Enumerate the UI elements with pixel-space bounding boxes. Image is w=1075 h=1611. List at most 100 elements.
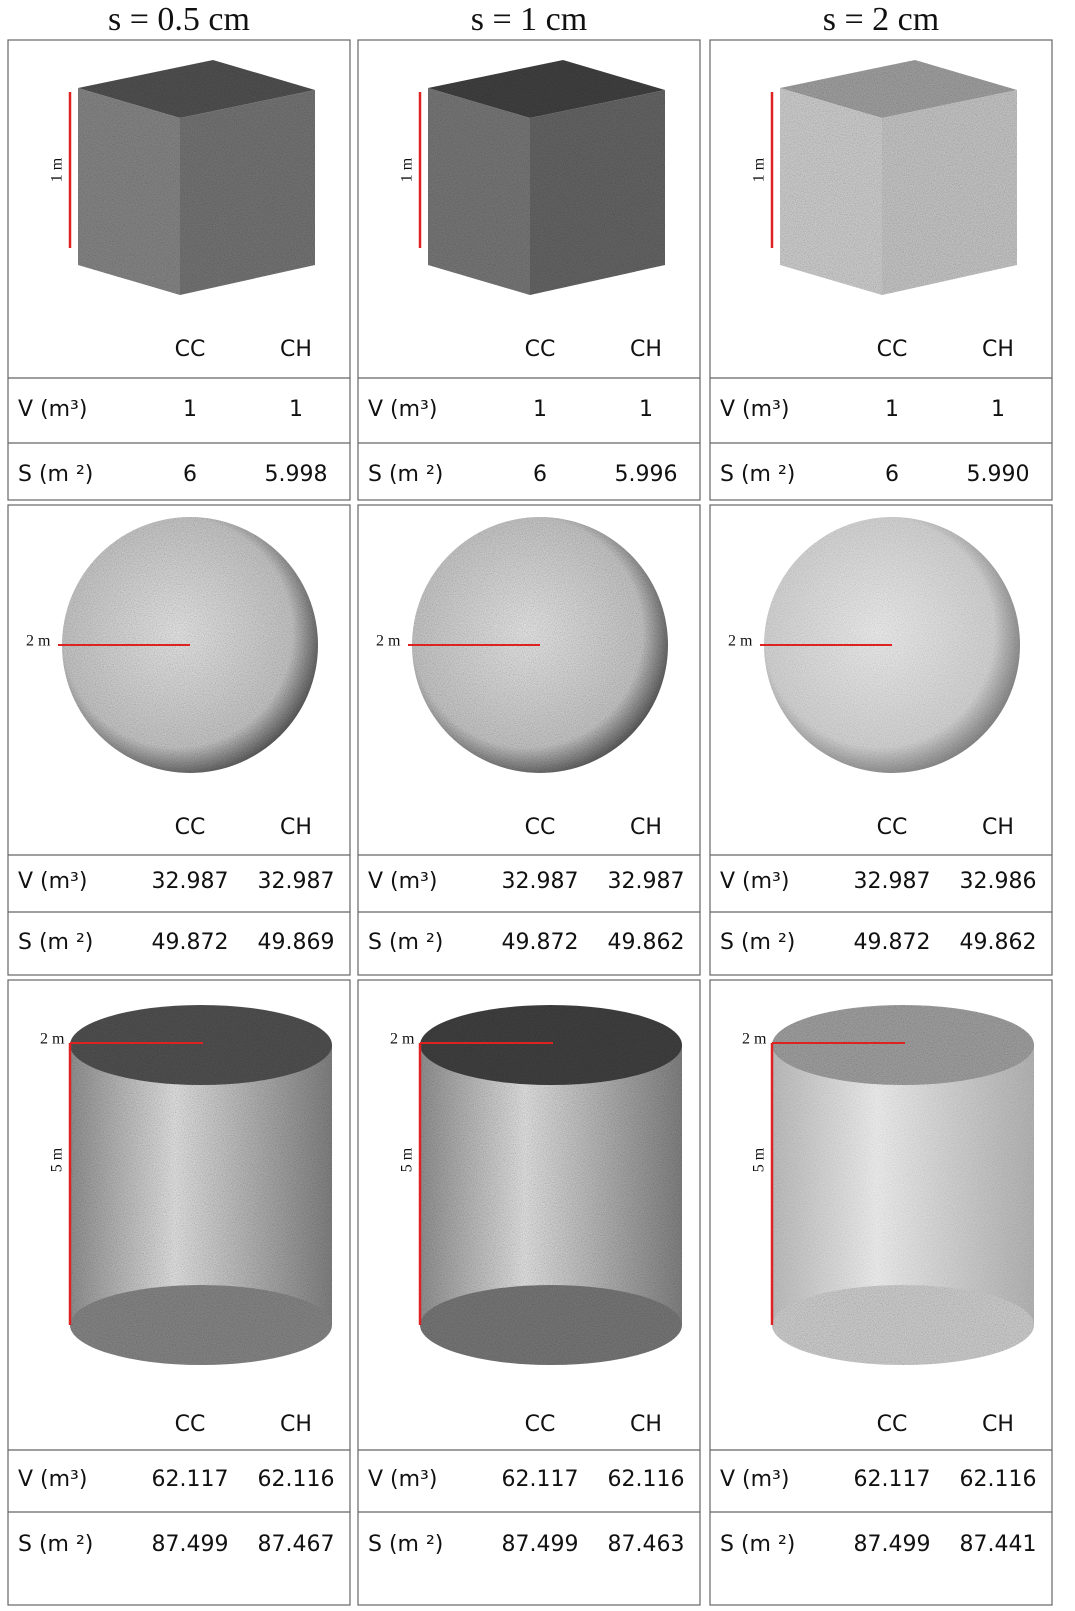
cylinder-body [772,1045,1034,1325]
ch-value: 5.990 [967,462,1030,487]
cc-value: 1 [183,397,197,422]
shape [428,60,665,295]
shape [780,60,1017,295]
cylinder-body [420,1045,682,1325]
table-header: CH [280,815,312,840]
row-label: V (m³) [720,1467,789,1492]
ch-value: 32.987 [258,869,335,894]
row-label: V (m³) [720,397,789,422]
dimension-label: 5 m [399,1147,416,1172]
row-label: V (m³) [720,869,789,894]
row-label: V (m³) [18,869,87,894]
row-label: S (m ²) [368,930,443,955]
shape [78,60,315,295]
cylinder-top [70,1005,332,1085]
dimension-label: 1 m [49,157,66,182]
dimension-label: 5 m [751,1147,768,1172]
cc-value: 6 [885,462,899,487]
ch-value: 62.116 [960,1467,1037,1492]
table-header: CC [175,337,206,362]
table-header: CH [982,815,1014,840]
table-header: CH [982,1412,1014,1437]
ch-value: 5.998 [265,462,328,487]
table-header: CH [630,1412,662,1437]
table-header: CC [525,1412,556,1437]
ch-value: 1 [289,397,303,422]
ch-value: 87.467 [258,1532,335,1557]
cc-value: 87.499 [502,1532,579,1557]
row-label: S (m ²) [368,462,443,487]
dimension-label: 2 m [742,1031,767,1048]
cc-value: 87.499 [152,1532,229,1557]
ch-value: 49.862 [960,930,1037,955]
table-header: CC [877,1412,908,1437]
ch-value: 1 [991,397,1005,422]
ch-value: 62.116 [258,1467,335,1492]
table-header: CH [630,815,662,840]
dimension-label: 2 m [390,1031,415,1048]
row-label: S (m ²) [720,930,795,955]
cube-right [530,90,665,295]
cc-value: 32.987 [854,869,931,894]
table-header: CH [280,337,312,362]
table-header: CC [525,337,556,362]
dimension-label: 2 m [26,633,51,650]
cylinder-bottom [420,1285,682,1365]
column-header: s = 1 cm [471,1,587,38]
dimension-label: 1 m [399,157,416,182]
row-label: S (m ²) [720,462,795,487]
ch-value: 62.116 [608,1467,685,1492]
row-label: S (m ²) [368,1532,443,1557]
cylinder-top [772,1005,1034,1085]
cc-value: 6 [183,462,197,487]
row-label: V (m³) [18,397,87,422]
table-header: CC [175,1412,206,1437]
row-label: V (m³) [368,397,437,422]
cc-value: 62.117 [502,1467,579,1492]
cc-value: 32.987 [502,869,579,894]
row-label: V (m³) [368,869,437,894]
cylinder-top [420,1005,682,1085]
row-label: S (m ²) [720,1532,795,1557]
ch-value: 32.987 [608,869,685,894]
cc-value: 49.872 [502,930,579,955]
cylinder-body [70,1045,332,1325]
ch-value: 87.463 [608,1532,685,1557]
dimension-label: 5 m [49,1147,66,1172]
cylinder-bottom [70,1285,332,1365]
table-header: CH [280,1412,312,1437]
dimension-label: 1 m [751,157,768,182]
dimension-label: 2 m [40,1031,65,1048]
cube-right [882,90,1017,295]
cube-right [180,90,315,295]
row-label: V (m³) [368,1467,437,1492]
ch-value: 49.869 [258,930,335,955]
column-header: s = 0.5 cm [108,1,250,38]
cc-value: 49.872 [854,930,931,955]
table-header: CC [175,815,206,840]
cc-value: 6 [533,462,547,487]
row-label: S (m ²) [18,930,93,955]
ch-value: 1 [639,397,653,422]
ch-value: 32.986 [960,869,1037,894]
cube-left [780,88,882,295]
ch-value: 49.862 [608,930,685,955]
table-header: CC [877,337,908,362]
cc-value: 62.117 [152,1467,229,1492]
shape [420,1005,682,1365]
column-header: s = 2 cm [823,1,939,38]
row-label: V (m³) [18,1467,87,1492]
row-label: S (m ²) [18,462,93,487]
shape [772,1005,1034,1365]
cylinder-bottom [772,1285,1034,1365]
figure: s = 0.5 cm s = 1 cm s = 2 cm 1 m CC CH V (m³) 1… [0,0,1075,1611]
table-header: CC [525,815,556,840]
cc-value: 1 [533,397,547,422]
shape [70,1005,332,1365]
cc-value: 49.872 [152,930,229,955]
dimension-label: 2 m [728,633,753,650]
cube-left [78,88,180,295]
cc-value: 1 [885,397,899,422]
cc-value: 87.499 [854,1532,931,1557]
cube-left [428,88,530,295]
